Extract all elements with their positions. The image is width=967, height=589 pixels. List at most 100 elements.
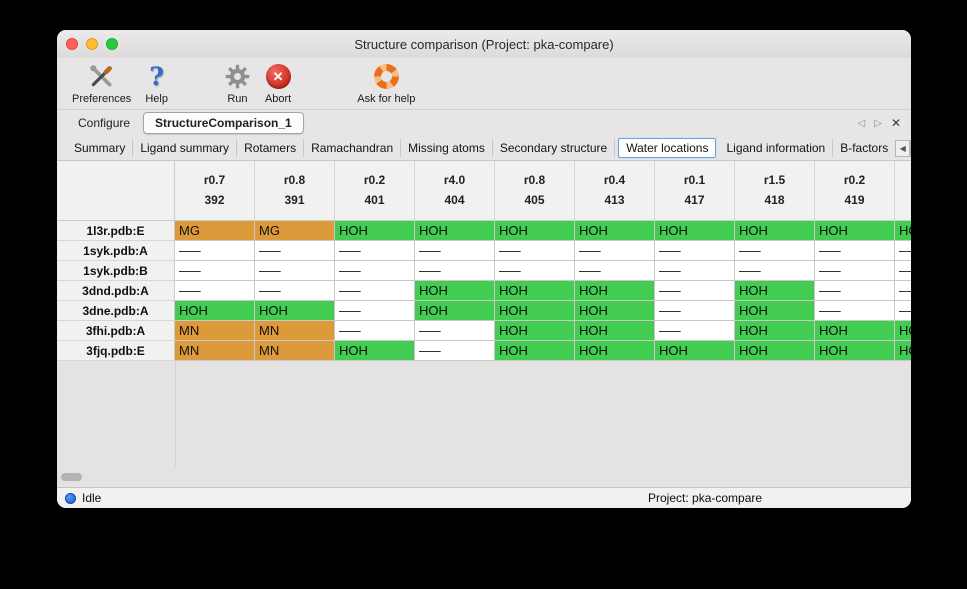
close-window-button[interactable] xyxy=(66,38,78,50)
table-cell[interactable]: ––– xyxy=(895,241,911,261)
table-cell[interactable]: ––– xyxy=(655,241,735,261)
table-cell[interactable]: ––– xyxy=(895,261,911,281)
table-cell[interactable]: ––– xyxy=(735,241,815,261)
table-cell[interactable]: ––– xyxy=(335,281,415,301)
table-cell[interactable]: MG xyxy=(175,221,255,241)
table-cell[interactable]: ––– xyxy=(495,241,575,261)
table-cell[interactable]: HOH xyxy=(895,341,911,361)
table-cell[interactable]: HOH xyxy=(735,221,815,241)
column-header-413[interactable]: r0.4 413 xyxy=(575,161,655,221)
subtab-missing-atoms[interactable]: Missing atoms xyxy=(401,139,493,157)
column-header-404[interactable]: r4.0 404 xyxy=(415,161,495,221)
table-cell[interactable]: MG xyxy=(255,221,335,241)
table-cell[interactable]: ––– xyxy=(335,241,415,261)
subtab-water-locations[interactable]: Water locations xyxy=(618,138,717,158)
table-cell[interactable]: ––– xyxy=(175,281,255,301)
row-header[interactable]: 3fhi.pdb:A xyxy=(57,321,175,341)
table-cell[interactable]: ––– xyxy=(655,281,735,301)
table-cell[interactable]: HOH xyxy=(495,321,575,341)
minimize-window-button[interactable] xyxy=(86,38,98,50)
table-cell[interactable]: HOH xyxy=(495,341,575,361)
table-cell[interactable]: HOH xyxy=(495,301,575,321)
row-header[interactable]: 3dnd.pdb:A xyxy=(57,281,175,301)
table-cell[interactable]: HOH xyxy=(495,281,575,301)
run-button[interactable]: Run xyxy=(217,61,258,105)
table-cell[interactable]: ––– xyxy=(815,241,895,261)
table-cell[interactable]: HOH xyxy=(415,301,495,321)
table-cell[interactable]: ––– xyxy=(895,301,911,321)
subtab-b-factors[interactable]: B-factors xyxy=(840,141,889,155)
table-cell[interactable]: HOH xyxy=(575,321,655,341)
table-cell[interactable]: HOH xyxy=(655,221,735,241)
subtab-rotamers[interactable]: Rotamers xyxy=(237,139,305,157)
table-cell[interactable]: HOH xyxy=(735,301,815,321)
subtab-ligand-summary[interactable]: Ligand summary xyxy=(133,139,238,157)
table-cell[interactable]: ––– xyxy=(255,281,335,301)
subtab-ligand-information[interactable]: Ligand information xyxy=(719,139,834,157)
row-header[interactable]: 3dne.pdb:A xyxy=(57,301,175,321)
scrollbar-thumb[interactable] xyxy=(61,473,82,481)
table-cell[interactable]: HOH xyxy=(175,301,255,321)
table-cell[interactable]: ––– xyxy=(415,341,495,361)
tab-configure[interactable]: Configure xyxy=(78,116,131,130)
row-header[interactable]: 1syk.pdb:B xyxy=(57,261,175,281)
table-cell[interactable]: ––– xyxy=(335,261,415,281)
table-cell[interactable]: ––– xyxy=(655,301,735,321)
table-cell[interactable]: ––– xyxy=(655,321,735,341)
horizontal-scrollbar[interactable] xyxy=(57,467,911,487)
subtab-secondary-structure[interactable]: Secondary structure xyxy=(493,139,616,157)
table-cell[interactable]: ––– xyxy=(335,301,415,321)
subtab-ramachandran[interactable]: Ramachandran xyxy=(304,139,402,157)
table-cell[interactable]: HOH xyxy=(655,341,735,361)
table-cell[interactable]: ––– xyxy=(815,281,895,301)
column-header-clipped-9[interactable] xyxy=(895,161,911,221)
table-cell[interactable]: ––– xyxy=(255,241,335,261)
column-header-419[interactable]: r0.2 419 xyxy=(815,161,895,221)
table-cell[interactable]: HOH xyxy=(895,321,911,341)
table-cell[interactable]: HOH xyxy=(575,301,655,321)
table-cell[interactable]: MN xyxy=(175,321,255,341)
table-cell[interactable]: HOH xyxy=(495,221,575,241)
table-cell[interactable]: HOH xyxy=(815,221,895,241)
table-cell[interactable]: ––– xyxy=(255,261,335,281)
table-cell[interactable]: ––– xyxy=(175,261,255,281)
table-cell[interactable]: ––– xyxy=(175,241,255,261)
table-cell[interactable]: ––– xyxy=(575,241,655,261)
table-cell[interactable]: HOH xyxy=(735,281,815,301)
column-header-401[interactable]: r0.2 401 xyxy=(335,161,415,221)
abort-button[interactable]: ✕ Abort xyxy=(258,61,298,105)
column-header-405[interactable]: r0.8 405 xyxy=(495,161,575,221)
table-cell[interactable]: HOH xyxy=(815,341,895,361)
row-header[interactable]: 1l3r.pdb:E xyxy=(57,221,175,241)
table-cell[interactable]: MN xyxy=(255,321,335,341)
subtab-forward-icon[interactable]: ▶ xyxy=(910,139,911,157)
column-header-392[interactable]: r0.7 392 xyxy=(175,161,255,221)
table-cell[interactable]: HOH xyxy=(575,221,655,241)
table-cell[interactable]: ––– xyxy=(335,321,415,341)
help-button[interactable]: ? Help xyxy=(138,61,175,105)
subtab-summary[interactable]: Summary xyxy=(67,139,134,157)
column-header-417[interactable]: r0.1 417 xyxy=(655,161,735,221)
table-cell[interactable]: MN xyxy=(255,341,335,361)
table-cell[interactable]: ––– xyxy=(575,261,655,281)
row-header[interactable]: 3fjq.pdb:E xyxy=(57,341,175,361)
table-cell[interactable]: HOH xyxy=(575,281,655,301)
table-cell[interactable]: HOH xyxy=(335,341,415,361)
table-cell[interactable]: HOH xyxy=(415,221,495,241)
column-header-391[interactable]: r0.8 391 xyxy=(255,161,335,221)
row-header[interactable]: 1syk.pdb:A xyxy=(57,241,175,261)
preferences-button[interactable]: Preferences xyxy=(65,61,138,105)
table-cell[interactable]: HOH xyxy=(735,321,815,341)
column-header-418[interactable]: r1.5 418 xyxy=(735,161,815,221)
tab-close-icon[interactable]: ✕ xyxy=(890,116,901,130)
tab-forward-icon[interactable]: ▷ xyxy=(874,117,882,129)
table-cell[interactable]: HOH xyxy=(415,281,495,301)
table-cell[interactable]: MN xyxy=(175,341,255,361)
subtab-back-icon[interactable]: ◀ xyxy=(895,139,911,157)
table-cell[interactable]: HOH xyxy=(895,221,911,241)
table-cell[interactable]: ––– xyxy=(815,261,895,281)
tab-back-icon[interactable]: ◁ xyxy=(857,117,866,129)
table-cell[interactable]: ––– xyxy=(415,321,495,341)
zoom-window-button[interactable] xyxy=(106,38,118,50)
tab-structurecomparison-1[interactable]: StructureComparison_1 xyxy=(143,112,304,134)
